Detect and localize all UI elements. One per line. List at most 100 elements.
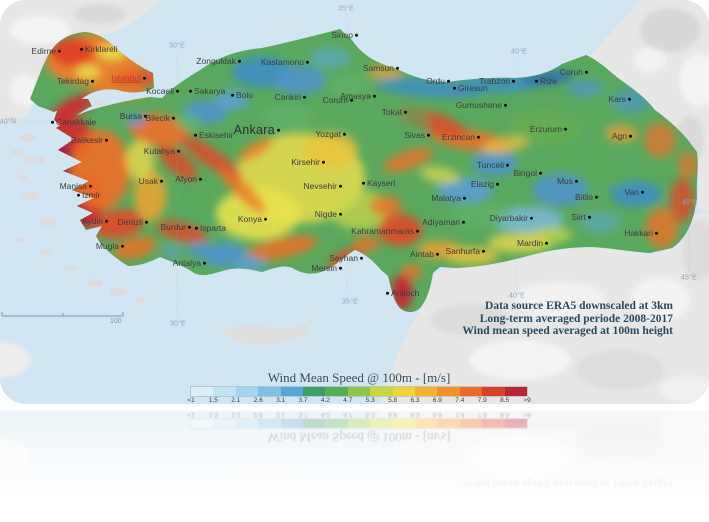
city-dot: [477, 135, 480, 139]
colorbar-tick: 5.8: [388, 397, 398, 404]
city-name: Tunceli: [476, 159, 504, 170]
city-label: Giresun: [453, 84, 488, 93]
city-label: Kars: [609, 95, 631, 104]
city-dot: [453, 86, 456, 90]
city-name: Eskisehir: [199, 129, 234, 140]
city-name: Tekirdag: [56, 75, 89, 86]
city-name: Rize: [540, 75, 558, 86]
colorbar-tick: 3.1: [276, 411, 286, 418]
city-name: Yozgat: [315, 128, 341, 139]
city-label: Kirsehir: [291, 158, 325, 167]
city-dot: [231, 93, 234, 97]
city-dot: [277, 128, 280, 132]
city-label: Mus: [557, 177, 578, 186]
graticule-label: 40°E: [510, 48, 528, 56]
city-dot: [343, 132, 346, 136]
city-label: Antioch: [386, 517, 419, 522]
city-name: Ordu: [426, 75, 445, 86]
graticule-label: 35°E: [337, 5, 355, 13]
city-name: Elazig: [470, 178, 494, 189]
colorbar-segment: [370, 387, 393, 396]
colorbar-tick: 8.5: [500, 411, 510, 418]
city-label: Kahramanmaras: [351, 227, 419, 236]
colorbar-segment: [370, 419, 393, 428]
city-name: Konya: [237, 213, 262, 224]
city-name: Mardin: [517, 237, 543, 248]
city-name: Aydin: [81, 215, 103, 226]
city-name: Mus: [556, 175, 573, 186]
city-label: Balikesir: [71, 136, 108, 145]
city-dot: [80, 47, 83, 51]
colorbar-tick: <1: [187, 411, 195, 418]
colorbar-tick: 2.1: [231, 397, 241, 404]
city-dot: [535, 79, 538, 83]
credits-line-2: Long-term averaged periode 2008-2017: [479, 312, 673, 325]
city-name: Burdur: [160, 221, 186, 232]
city-dot: [51, 120, 54, 124]
colorbar-gradient: [191, 387, 528, 396]
city-dot: [595, 195, 598, 199]
city-dot: [238, 59, 241, 63]
city-dot: [504, 103, 507, 107]
city-label: Kocaeli: [146, 87, 179, 96]
colorbar-tick: >9: [523, 411, 531, 418]
city-label: Yozgat: [315, 130, 346, 139]
city-name: Izmir: [82, 189, 101, 200]
city-dot: [121, 244, 124, 248]
city-dot: [189, 89, 192, 93]
city-label: Bitlis: [575, 193, 598, 202]
city-label: Mugla: [96, 242, 124, 251]
city-label: Cankiri: [275, 93, 306, 102]
city-label: Afyon: [175, 175, 202, 184]
city-name: Agri: [611, 130, 627, 141]
credits-line-3: Wind mean speed averaged at 100m height: [462, 325, 673, 337]
city-name: Corum: [322, 94, 348, 105]
city-label: Tekirdag: [57, 77, 94, 86]
colorbar-tick: 6.9: [432, 397, 442, 404]
city-label: Ankara: [234, 124, 280, 137]
city-dot: [427, 133, 430, 137]
city-label: Amasya: [340, 92, 376, 101]
city-label: Seyhan: [329, 254, 363, 263]
city-name: Istanbul: [111, 72, 141, 83]
colorbar-legend: Wind Mean Speed @ 100m - [m/s] <1 1.5 2.1 2…: [187, 410, 531, 445]
city-name: Bursa: [119, 110, 142, 121]
colorbar-tick: 3.7: [298, 397, 308, 404]
city-label: Edirne: [31, 47, 61, 56]
city-dot: [463, 196, 466, 200]
scalebar-label: 100: [110, 490, 122, 497]
city-dot: [462, 220, 465, 224]
colorbar-title: Wind Mean Speed @ 100m - [m/s]: [267, 370, 451, 385]
colorbar-segment: [258, 387, 281, 396]
colorbar-tick: 4.2: [320, 411, 330, 418]
city-dot: [629, 134, 632, 138]
city-label: Siirt: [571, 213, 591, 222]
credits-line-2: Long-term averaged periode 2008-2017: [479, 490, 673, 503]
colorbar-segment: [437, 387, 460, 396]
city-name: Sanhurfa: [445, 245, 481, 256]
city-label: Aintab: [410, 250, 439, 259]
city-name: Usak: [138, 175, 158, 186]
colorbar-segment: [504, 387, 528, 396]
city-name: Erzurum: [529, 123, 562, 134]
city-dot: [89, 184, 92, 188]
city-dot: [585, 70, 588, 74]
city-dot: [306, 60, 309, 64]
city-label: Istanbul: [111, 74, 146, 83]
colorbar-segment: [235, 387, 259, 396]
city-name: Kahramanmaras: [351, 225, 414, 236]
city-dot: [77, 193, 80, 197]
colorbar-segment: [415, 387, 438, 396]
city-label: Kastamonu: [261, 58, 309, 67]
city-dot: [588, 215, 591, 219]
city-label: Izmir: [77, 191, 100, 200]
city-dot: [506, 163, 509, 167]
city-label: Bingol: [513, 169, 542, 178]
city-label: Corum: [322, 96, 353, 105]
colorbar-tick: 4.2: [320, 397, 330, 404]
city-name: Hakkari: [624, 227, 653, 238]
city-name: Van: [624, 186, 640, 197]
city-dot: [350, 98, 353, 102]
colorbar-ticks: <1 1.5 2.1 2.6 3.1 3.7 4.2 4.7 5.3 5.8 6.3 6.9 7.4 7.…: [187, 396, 530, 404]
